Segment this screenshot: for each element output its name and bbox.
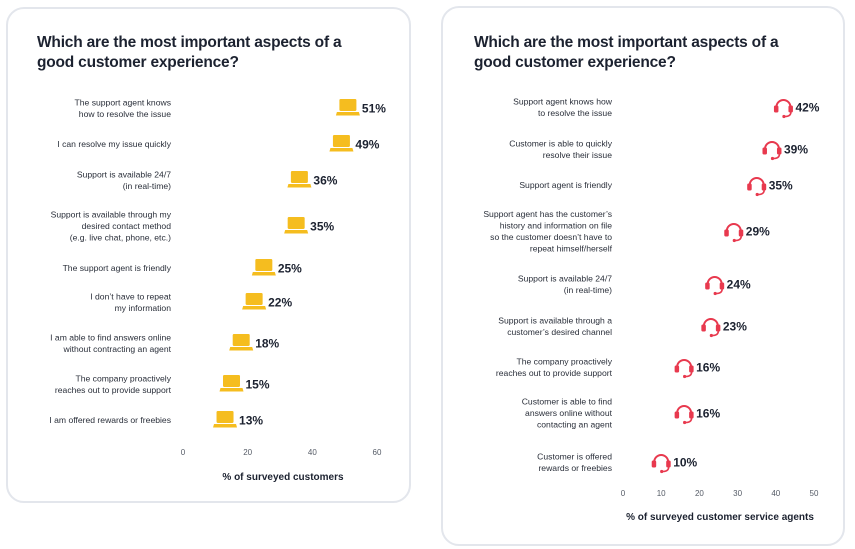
category-label: Support agent is friendly bbox=[519, 180, 612, 190]
category-label: Support agent knows how to resolve the is… bbox=[513, 96, 613, 118]
headset-icon bbox=[701, 318, 721, 338]
laptop-icon bbox=[213, 411, 238, 428]
category-label: The support agent knows how to resolve th… bbox=[75, 97, 172, 119]
chart-0: The support agent knows how to resolve th… bbox=[49, 97, 386, 483]
value-label: 15% bbox=[246, 378, 270, 392]
laptop-icon bbox=[284, 217, 309, 234]
x-tick-label: 50 bbox=[810, 489, 819, 498]
x-axis-label: % of surveyed customers bbox=[222, 472, 344, 483]
agents-chart-title: Which are the most important aspects of … bbox=[474, 34, 779, 71]
headset-icon bbox=[762, 141, 782, 161]
headset-icon bbox=[724, 223, 744, 243]
category-label: Support is available through a customer’s… bbox=[498, 315, 612, 337]
category-label: Support is available 24/7 (in real-time) bbox=[77, 169, 171, 191]
headset-icon bbox=[674, 405, 694, 425]
x-tick-label: 40 bbox=[771, 489, 780, 498]
category-label: Customer is able to quickly resolve their… bbox=[509, 138, 612, 160]
value-label: 16% bbox=[696, 407, 720, 421]
headset-icon bbox=[705, 276, 725, 296]
laptop-icon bbox=[287, 171, 312, 188]
agents-chart-card bbox=[441, 6, 845, 546]
value-label: 18% bbox=[255, 337, 279, 351]
x-tick-label: 40 bbox=[308, 448, 317, 457]
x-tick-label: 20 bbox=[695, 489, 704, 498]
value-label: 10% bbox=[673, 456, 697, 470]
value-label: 51% bbox=[362, 102, 386, 116]
value-label: 29% bbox=[746, 225, 770, 239]
laptop-icon bbox=[242, 293, 267, 310]
category-label: Customer is able to find answers online w… bbox=[522, 397, 613, 430]
value-label: 22% bbox=[268, 296, 292, 310]
x-tick-label: 60 bbox=[373, 448, 382, 457]
category-label: Support agent has the customer’s history … bbox=[483, 209, 612, 254]
customers-chart-card bbox=[6, 7, 411, 503]
headset-icon bbox=[773, 99, 793, 119]
headset-icon bbox=[674, 359, 694, 379]
category-label: The support agent is friendly bbox=[63, 263, 172, 273]
laptop-icon bbox=[329, 135, 354, 152]
laptop-icon bbox=[251, 259, 276, 276]
category-label: I don’t have to repeat my information bbox=[90, 291, 171, 313]
customers-chart-title: Which are the most important aspects of … bbox=[37, 34, 342, 71]
laptop-icon bbox=[229, 334, 254, 351]
x-tick-label: 10 bbox=[657, 489, 666, 498]
category-label: I am offered rewards or freebies bbox=[49, 415, 171, 425]
category-label: Support is available through my desired c… bbox=[51, 210, 172, 243]
category-label: The company proactively reaches out to pr… bbox=[496, 356, 613, 378]
category-label: I can resolve my issue quickly bbox=[57, 139, 171, 149]
value-label: 25% bbox=[278, 262, 302, 276]
category-label: The company proactively reaches out to pr… bbox=[55, 373, 172, 395]
x-tick-label: 20 bbox=[243, 448, 252, 457]
x-axis-label: % of surveyed customer service agents bbox=[626, 512, 814, 523]
value-label: 36% bbox=[313, 174, 337, 188]
value-label: 49% bbox=[355, 138, 379, 152]
value-label: 24% bbox=[727, 278, 751, 292]
x-tick-label: 30 bbox=[733, 489, 742, 498]
category-label: Support is available 24/7 (in real-time) bbox=[518, 273, 612, 295]
laptop-icon bbox=[335, 99, 360, 116]
headset-icon bbox=[651, 454, 671, 474]
category-label: Customer is offered rewards or freebies bbox=[537, 451, 612, 473]
x-tick-label: 0 bbox=[181, 448, 186, 457]
laptop-icon bbox=[219, 375, 244, 392]
value-label: 39% bbox=[784, 143, 808, 157]
headset-icon bbox=[747, 177, 767, 197]
value-label: 23% bbox=[723, 320, 747, 334]
value-label: 13% bbox=[239, 414, 263, 428]
category-label: I am able to find answers online without … bbox=[50, 332, 171, 354]
value-label: 16% bbox=[696, 361, 720, 375]
chart-1: Support agent knows how to resolve the is… bbox=[483, 96, 819, 523]
value-label: 42% bbox=[795, 101, 819, 115]
value-label: 35% bbox=[310, 220, 334, 234]
value-label: 35% bbox=[769, 179, 793, 193]
x-tick-label: 0 bbox=[621, 489, 626, 498]
